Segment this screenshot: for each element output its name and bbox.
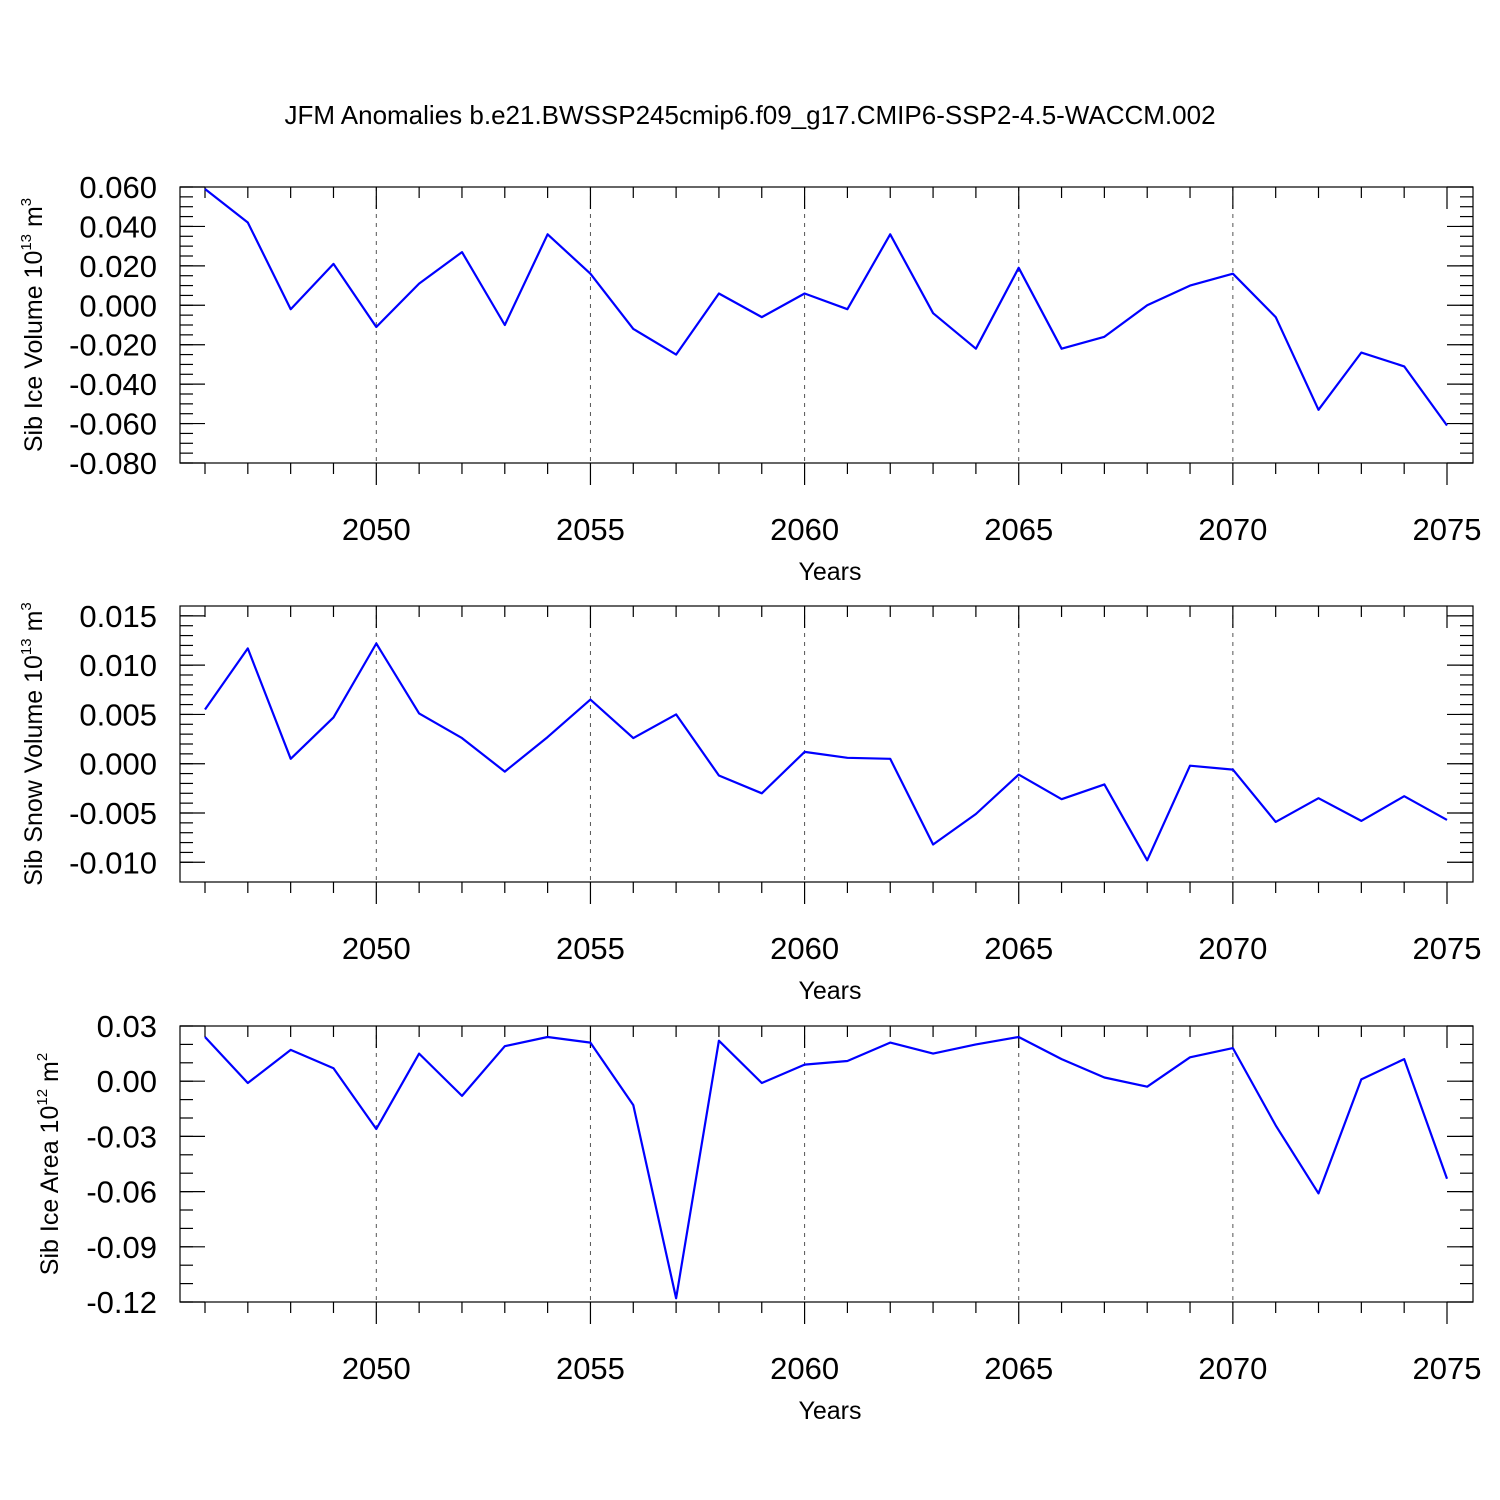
y-axis-label: Sib Ice Volume 1013 m3 (18, 198, 48, 452)
xtick-label: 2060 (770, 512, 839, 547)
xtick-label: 2050 (342, 1351, 411, 1386)
xtick-label: 2050 (342, 931, 411, 966)
ytick-label: -0.03 (86, 1119, 157, 1154)
xtick-label: 2075 (1413, 1351, 1482, 1386)
ytick-label: 0.020 (79, 249, 157, 284)
y-axis-label: Sib Snow Volume 1013 m3 (18, 602, 48, 886)
xtick-label: 2065 (984, 512, 1053, 547)
ytick-label: 0.000 (79, 747, 157, 782)
chart-panel-2: 0.015 0.010 0.005 0.000 -0.005 -0.010 2050 2055… (18, 599, 1481, 1005)
plot-frame (179, 1025, 1474, 1303)
xtick-label: 2075 (1413, 931, 1482, 966)
xtick-label: 2070 (1198, 512, 1267, 547)
ytick-label: -0.060 (69, 407, 157, 442)
ytick-label: 0.040 (79, 209, 157, 244)
ytick-label: -0.06 (86, 1175, 157, 1210)
ytick-label: -0.010 (69, 845, 157, 880)
xtick-label: 2060 (770, 931, 839, 966)
xtick-label: 2050 (342, 512, 411, 547)
panels: 0.060 0.040 0.020 0.000 -0.020 -0.040 -0.060 -0… (18, 170, 1481, 1425)
xtick-label: 2070 (1198, 1351, 1267, 1386)
series-line (204, 1035, 1449, 1300)
ytick-label: -0.020 (69, 328, 157, 363)
x-axis-label: Years (798, 558, 861, 586)
xtick-label: 2070 (1198, 931, 1267, 966)
chart-panel-1: 0.060 0.040 0.020 0.000 -0.020 -0.040 -0.060 -0… (18, 170, 1481, 586)
ytick-label: 0.010 (79, 648, 157, 683)
ytick-label: 0.03 (97, 1009, 157, 1044)
xtick-label: 2065 (984, 931, 1053, 966)
ytick-label: -0.12 (86, 1285, 157, 1320)
ytick-label: 0.005 (79, 697, 157, 732)
chart-panel-3: 0.03 0.00 -0.03 -0.06 -0.09 -0.12 2050 2055 2060… (34, 1009, 1481, 1425)
ytick-label: -0.080 (69, 446, 157, 481)
x-axis-label: Years (798, 1397, 861, 1425)
ytick-label: -0.09 (86, 1230, 157, 1265)
ytick-label: 0.015 (79, 599, 157, 634)
series-line (204, 642, 1448, 862)
ytick-label: 0.000 (79, 288, 157, 323)
xtick-label: 2060 (770, 1351, 839, 1386)
series-line (204, 188, 1448, 427)
xtick-label: 2065 (984, 1351, 1053, 1386)
xtick-label: 2055 (556, 931, 625, 966)
ytick-label: 0.060 (79, 170, 157, 205)
ytick-label: -0.040 (69, 367, 157, 402)
x-axis-label: Years (798, 977, 861, 1005)
ytick-label: 0.00 (97, 1064, 157, 1099)
xtick-label: 2055 (556, 512, 625, 547)
ytick-label: -0.005 (69, 796, 157, 831)
y-axis-label: Sib Ice Area 1012 m2 (34, 1053, 64, 1275)
xtick-label: 2055 (556, 1351, 625, 1386)
xtick-label: 2075 (1413, 512, 1482, 547)
chart-title: JFM Anomalies b.e21.BWSSP245cmip6.f09_g1… (284, 100, 1215, 130)
